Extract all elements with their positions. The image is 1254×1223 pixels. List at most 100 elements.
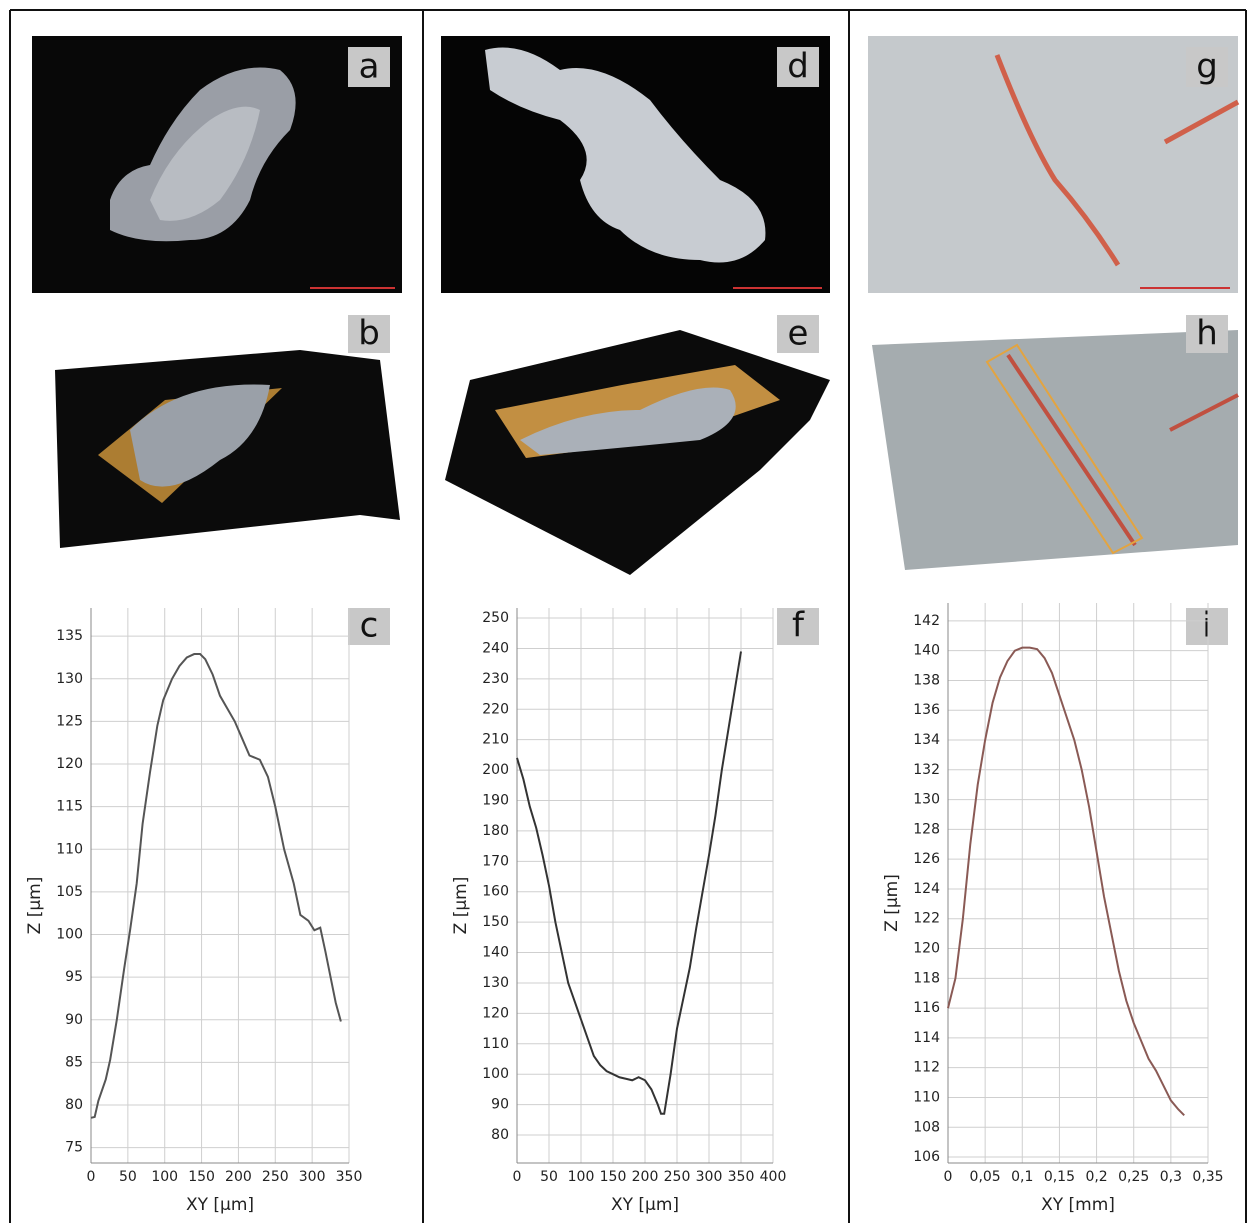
x-tick-label: 50 [119,1169,137,1185]
photo-g [868,36,1238,293]
y-tick-label: 80 [491,1127,509,1143]
render-b [55,350,400,548]
x-tick-label: 100 [151,1169,178,1185]
x-tick-label: 0,15 [1044,1169,1075,1185]
x-tick-label: 0,25 [1118,1169,1149,1185]
y-tick-label: 110 [482,1036,509,1052]
y-tick-label: 100 [56,927,83,943]
x-tick-label: 350 [728,1169,755,1185]
panel-label: e [788,314,809,354]
x-tick-label: 250 [664,1169,691,1185]
y-tick-label: 124 [913,881,940,897]
y-tick-label: 90 [65,1012,83,1028]
x-tick-label: 0,35 [1192,1169,1223,1185]
panel-label: f [792,606,805,646]
y-tick-label: 210 [482,732,509,748]
x-axis-title: XY [µm] [186,1195,254,1215]
panel-label: b [358,314,380,354]
y-tick-label: 90 [491,1097,509,1113]
y-tick-label: 120 [56,756,83,772]
panel-label: a [359,47,380,87]
photo-d [441,36,830,293]
photo-a [32,36,402,293]
y-tick-label: 105 [56,884,83,900]
y-tick-label: 126 [913,851,940,867]
y-tick-label: 250 [482,610,509,626]
y-tick-label: 130 [482,975,509,991]
y-tick-label: 110 [913,1089,940,1105]
y-tick-label: 160 [482,884,509,900]
y-tick-label: 85 [65,1054,83,1070]
y-tick-label: 120 [482,1005,509,1021]
render-h [872,330,1238,570]
y-tick-label: 130 [913,792,940,808]
figure: a b c d e f g h i 75 80 85 90 95 100 105 110 115… [0,0,1254,1223]
y-tick-label: 132 [913,762,940,778]
y-tick-label: 80 [65,1097,83,1113]
y-tick-label: 220 [482,701,509,717]
profile-line [948,648,1184,1116]
profile-chart: 106 108 110 112 114 116 118 120 122 124 126 128 130 1… [882,603,1224,1215]
y-tick-label: 140 [482,945,509,961]
y-tick-label: 200 [482,762,509,778]
panel-label: c [360,606,379,646]
x-tick-label: 250 [262,1169,289,1185]
y-tick-label: 230 [482,671,509,687]
y-tick-label: 118 [913,970,940,986]
y-tick-label: 128 [913,821,940,837]
x-tick-label: 0 [513,1169,522,1185]
y-tick-label: 150 [482,914,509,930]
x-axis-title: XY [µm] [611,1195,679,1215]
profile-line [91,654,341,1118]
y-tick-label: 190 [482,793,509,809]
y-tick-label: 134 [913,732,940,748]
y-tick-label: 240 [482,640,509,656]
x-tick-label: 0,3 [1160,1169,1182,1185]
y-tick-label: 142 [913,613,940,629]
y-tick-label: 112 [913,1060,940,1076]
x-tick-label: 0,05 [970,1169,1001,1185]
y-tick-label: 108 [913,1119,940,1135]
x-tick-label: 0 [944,1169,953,1185]
y-tick-label: 122 [913,911,940,927]
y-tick-label: 135 [56,628,83,644]
y-tick-label: 130 [56,671,83,687]
y-axis-title: Z [µm] [451,877,471,935]
y-tick-label: 115 [56,799,83,815]
y-tick-label: 138 [913,672,940,688]
panel-label: g [1196,47,1218,87]
profile-chart: 8090100110120130140150160170180190200210… [451,608,786,1215]
panel-label: d [787,47,809,87]
x-tick-label: 0 [87,1169,96,1185]
x-tick-label: 200 [632,1169,659,1185]
x-tick-label: 400 [760,1169,787,1185]
y-tick-label: 180 [482,823,509,839]
profile-chart: 75 80 85 90 95 100 105 110 115 120 125 130 135 0 50 100… [25,608,362,1215]
profile-line [517,651,741,1113]
x-tick-label: 150 [188,1169,215,1185]
render-e [445,330,830,575]
y-tick-label: 95 [65,969,83,985]
y-tick-label: 75 [65,1140,83,1156]
y-tick-label: 114 [913,1030,940,1046]
y-tick-label: 100 [482,1066,509,1082]
x-tick-label: 300 [696,1169,723,1185]
x-tick-label: 50 [540,1169,558,1185]
y-tick-label: 116 [913,1000,940,1016]
x-tick-label: 0,1 [1011,1169,1033,1185]
panel-label: i [1202,606,1211,646]
panel-label: h [1196,314,1218,354]
y-tick-label: 120 [913,941,940,957]
x-tick-label: 150 [600,1169,627,1185]
y-tick-label: 106 [913,1149,940,1165]
y-tick-label: 140 [913,643,940,659]
x-tick-label: 350 [336,1169,363,1185]
y-tick-label: 125 [56,713,83,729]
y-axis-title: Z [µm] [25,877,45,935]
x-tick-label: 0,2 [1085,1169,1107,1185]
y-axis-title: Z [µm] [882,874,902,932]
y-tick-label: 136 [913,702,940,718]
x-tick-label: 200 [225,1169,252,1185]
y-tick-label: 110 [56,841,83,857]
x-tick-label: 100 [568,1169,595,1185]
